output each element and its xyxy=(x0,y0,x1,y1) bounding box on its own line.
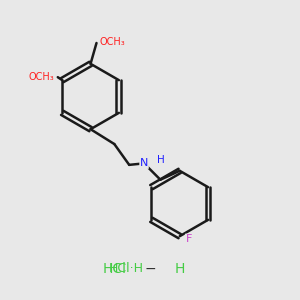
Text: OCH₃: OCH₃ xyxy=(100,37,126,46)
Text: F: F xyxy=(185,234,192,244)
Text: H: H xyxy=(157,155,164,165)
Text: N: N xyxy=(140,158,148,168)
Text: HCl: HCl xyxy=(102,262,126,276)
Text: HCl·H: HCl·H xyxy=(109,262,144,275)
Text: −: − xyxy=(144,262,156,276)
Text: H: H xyxy=(175,262,185,276)
Text: OCH₃: OCH₃ xyxy=(28,72,54,82)
